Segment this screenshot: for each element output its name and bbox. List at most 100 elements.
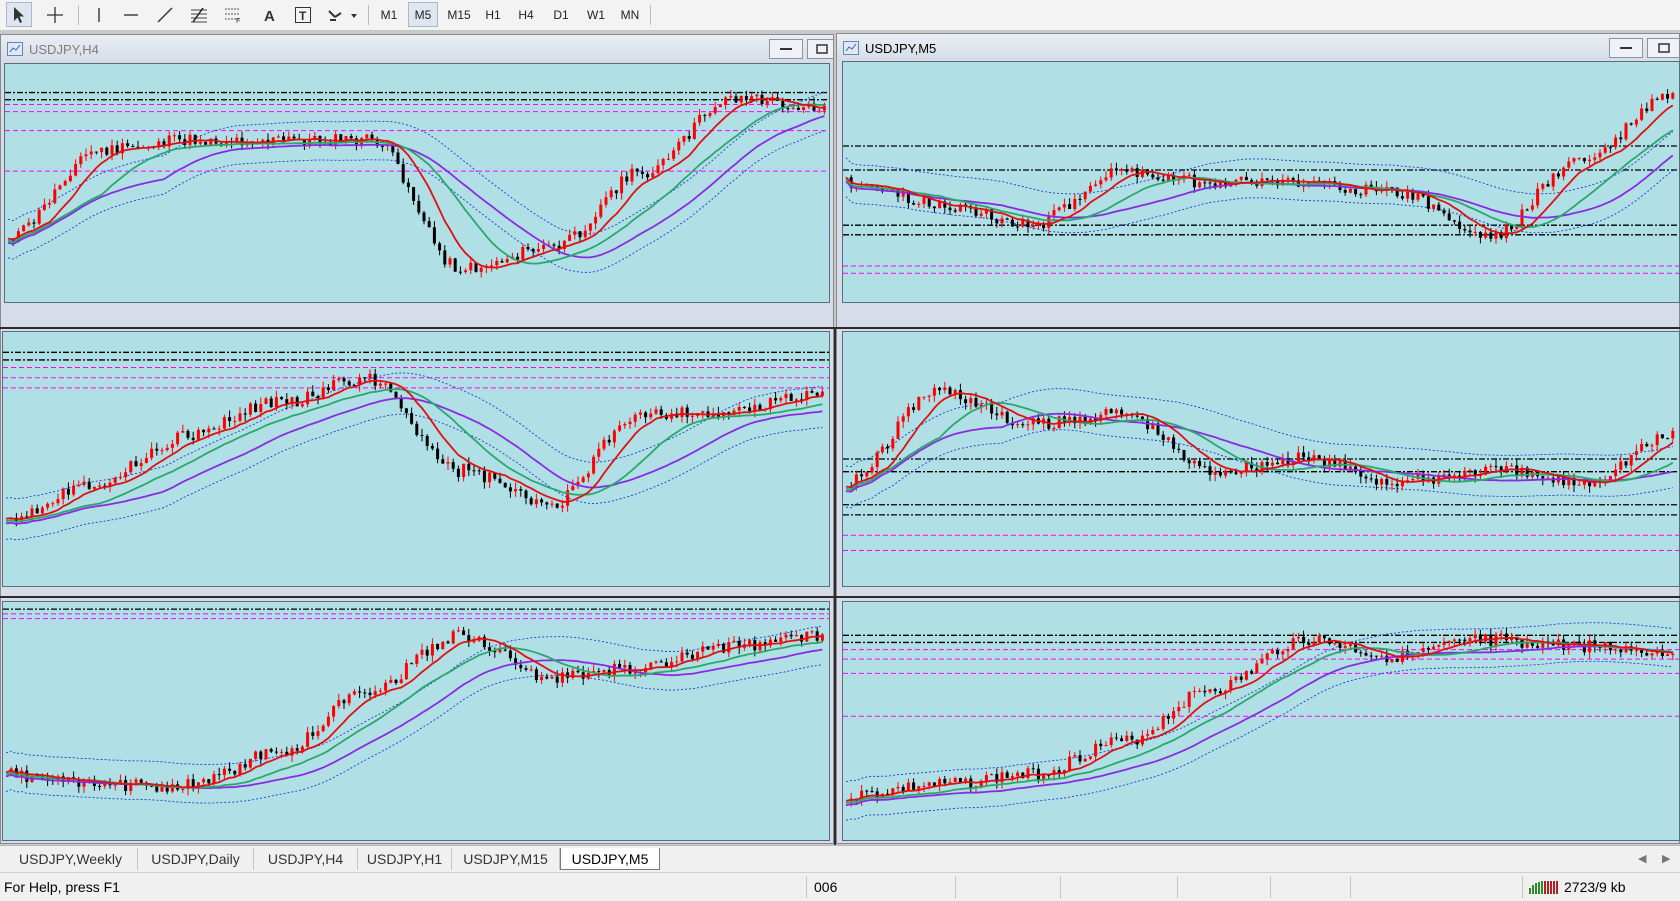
- candle-body: [1447, 213, 1451, 221]
- chart-pane[interactable]: [842, 61, 1680, 303]
- pane-divider[interactable]: [0, 327, 1680, 329]
- tab-usdjpy-daily[interactable]: USDJPY,Daily: [138, 848, 254, 870]
- candle-body: [927, 395, 931, 397]
- pane-divider[interactable]: [834, 327, 836, 845]
- window-titlebar[interactable]: USDJPY,M5: [837, 34, 1679, 62]
- maximize-button[interactable]: [1647, 38, 1679, 58]
- tab-usdjpy-m5[interactable]: USDJPY,M5: [560, 848, 660, 870]
- scroll-left-icon[interactable]: ◀: [1638, 853, 1647, 865]
- status-divider: [1270, 876, 1271, 898]
- candle-body: [1660, 94, 1664, 100]
- candle-body: [410, 413, 414, 424]
- channel-icon[interactable]: F: [220, 2, 246, 27]
- price-chart: [843, 89, 1679, 274]
- candle-body: [1546, 184, 1550, 187]
- candle-body: [1172, 437, 1176, 449]
- candle-body: [768, 639, 772, 646]
- candle-body: [758, 642, 762, 651]
- crosshair-icon[interactable]: [42, 2, 68, 27]
- timeframe-button[interactable]: W1: [587, 7, 605, 22]
- bollinger-band-line: [7, 91, 825, 235]
- chart-pane[interactable]: [842, 331, 1680, 587]
- text-icon[interactable]: A: [256, 2, 282, 27]
- minimize-button[interactable]: [1609, 38, 1643, 58]
- candle-body: [1348, 644, 1352, 647]
- window-titlebar[interactable]: USDJPY,H4: [1, 35, 833, 63]
- candle-body: [1120, 409, 1124, 415]
- minimize-button[interactable]: [769, 39, 803, 59]
- candle-body: [1078, 755, 1082, 762]
- candle-body: [1567, 477, 1571, 486]
- candle-body: [732, 640, 736, 643]
- candle-body: [1666, 94, 1670, 99]
- candle-body: [243, 764, 247, 768]
- candle-body: [1634, 650, 1638, 652]
- candle-body: [854, 474, 858, 488]
- candle-body: [344, 136, 348, 143]
- candle-body: [711, 413, 715, 417]
- bollinger-band-line: [845, 131, 1674, 195]
- shapes-icon[interactable]: [324, 2, 362, 27]
- candle-body: [964, 778, 968, 783]
- horizontal-line-icon[interactable]: [118, 2, 144, 27]
- candle-body: [820, 634, 824, 641]
- candle-body: [802, 107, 806, 110]
- candle-body: [248, 403, 252, 415]
- tab-usdjpy-m15[interactable]: USDJPY,M15: [452, 848, 560, 870]
- timeframe-button[interactable]: M1: [380, 7, 398, 22]
- timeframe-button[interactable]: MN: [620, 7, 640, 22]
- candle-body: [1510, 465, 1514, 467]
- trendline-icon[interactable]: [152, 2, 178, 27]
- candle-body: [1390, 483, 1394, 485]
- maximize-button[interactable]: [807, 39, 833, 59]
- candle-body: [1224, 690, 1228, 694]
- pane-divider[interactable]: [0, 596, 1680, 598]
- timeframe-button[interactable]: H4: [518, 7, 534, 22]
- candle-body: [1026, 768, 1030, 779]
- chart-tabs: USDJPY,Weekly USDJPY,Daily USDJPY,H4 USD…: [0, 845, 1680, 872]
- candle-body: [938, 778, 942, 786]
- candle-body: [1286, 178, 1290, 180]
- tab-usdjpy-weekly[interactable]: USDJPY,Weekly: [4, 848, 138, 870]
- candle-body: [592, 456, 596, 474]
- chart-pane[interactable]: [2, 601, 830, 841]
- tab-usdjpy-h1[interactable]: USDJPY,H1: [358, 848, 452, 870]
- candle-body: [1016, 226, 1020, 228]
- candle-body: [131, 146, 135, 148]
- chart-pane[interactable]: [842, 601, 1680, 841]
- candle-body: [212, 774, 216, 784]
- candle-body: [1541, 476, 1545, 479]
- candle-body: [1068, 756, 1072, 771]
- candle-body: [488, 472, 492, 483]
- scroll-right-icon[interactable]: ▶: [1662, 853, 1671, 865]
- candle-body: [1094, 743, 1098, 757]
- chart-pane[interactable]: [2, 331, 830, 587]
- candle-body: [1172, 175, 1176, 180]
- timeframe-button[interactable]: D1: [553, 7, 569, 22]
- candle-body: [675, 661, 679, 663]
- candle-body: [1052, 770, 1056, 775]
- timeframe-button[interactable]: M15: [447, 7, 471, 22]
- candle-body: [917, 203, 921, 205]
- candle-body: [233, 770, 237, 775]
- candle-body: [625, 176, 629, 182]
- candle-body: [1484, 232, 1488, 238]
- vertical-line-icon[interactable]: [86, 2, 112, 27]
- candle-body: [1598, 152, 1602, 158]
- candle-body: [1286, 649, 1290, 652]
- tab-usdjpy-h4[interactable]: USDJPY,H4: [254, 848, 358, 870]
- cursor-arrow-icon[interactable]: [6, 2, 32, 27]
- chart-pane[interactable]: [4, 63, 830, 303]
- candle-body: [1161, 179, 1165, 181]
- candle-body: [753, 404, 757, 411]
- candle-body: [534, 499, 538, 505]
- candle-body: [136, 146, 140, 148]
- candle-body: [490, 265, 494, 267]
- candle-body: [1426, 647, 1430, 650]
- candle-body: [482, 636, 486, 648]
- text-label-icon[interactable]: T: [290, 2, 316, 27]
- candle-body: [162, 141, 166, 147]
- fibonacci-icon[interactable]: [186, 2, 212, 27]
- timeframe-button-active[interactable]: M5: [408, 2, 438, 27]
- timeframe-button[interactable]: H1: [485, 7, 501, 22]
